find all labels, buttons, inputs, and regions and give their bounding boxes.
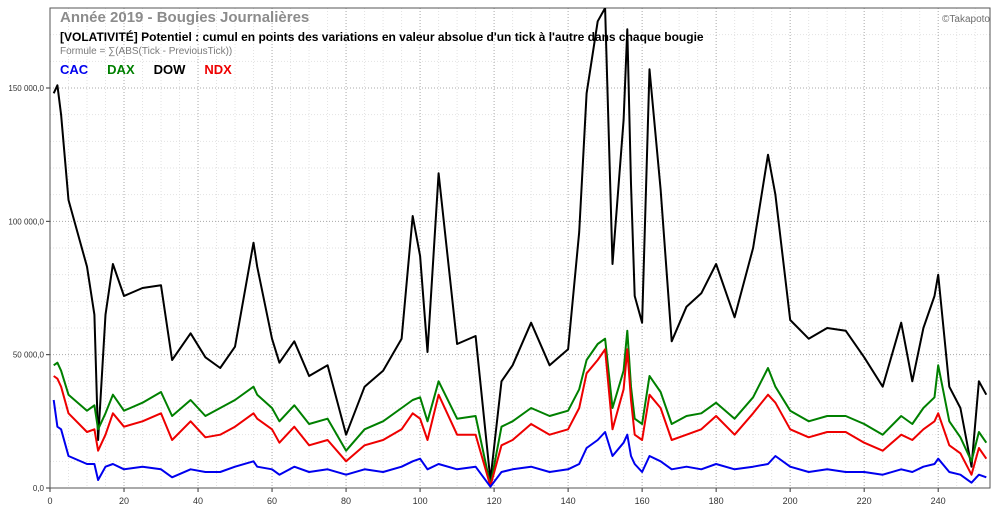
chart-title: Année 2019 - Bougies Journalières (60, 9, 310, 26)
x-tick-label: 60 (267, 496, 277, 506)
x-tick-label: 100 (413, 496, 428, 506)
series-line-dow (52, 8, 988, 481)
x-tick-label: 20 (119, 496, 129, 506)
plot-frame (49, 7, 991, 489)
legend-ndx: NDX (204, 62, 232, 77)
x-tick-label: 220 (857, 496, 872, 506)
formula-text: Formule = ∑(ABS(Tick - PreviousTick)) (60, 46, 233, 57)
y-tick-label: 0,0 (33, 484, 45, 493)
x-tick-label: 180 (709, 496, 724, 506)
x-tick-label: 140 (561, 496, 576, 506)
watermark: ©Takapoto (942, 14, 990, 25)
x-tick-label: 80 (341, 496, 351, 506)
x-tick-label: 200 (783, 496, 798, 506)
series-line-cac (52, 399, 987, 488)
series-line-dax (53, 329, 988, 487)
x-tick-label: 240 (931, 496, 946, 506)
x-tick-label: 40 (193, 496, 203, 506)
legend-cac: CAC (60, 62, 89, 77)
y-tick-label: 50 000,0 (13, 351, 45, 360)
x-tick-label: 120 (487, 496, 502, 506)
legend: CAC DAX DOW NDX (60, 62, 251, 77)
series-line-ndx (53, 348, 988, 488)
y-tick-label: 100 000,0 (8, 217, 44, 226)
x-tick-label: 160 (635, 496, 650, 506)
chart-subtitle: [VOLATIVITÉ] Potentiel : cumul en points… (60, 30, 704, 44)
legend-dow: DOW (153, 62, 186, 77)
y-tick-label: 150 000,0 (8, 84, 44, 93)
x-tick-label: 0 (47, 496, 52, 506)
legend-dax: DAX (107, 62, 135, 77)
